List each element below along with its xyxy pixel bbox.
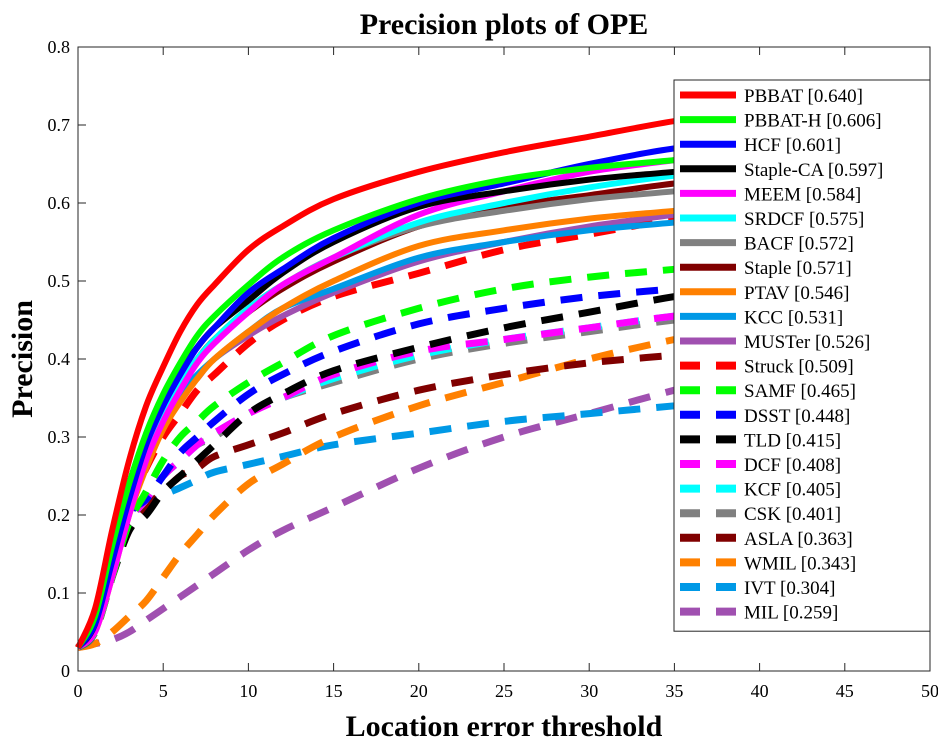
- x-tick-label: 40: [751, 681, 769, 701]
- y-tick-label: 0.3: [48, 427, 71, 447]
- series-line-samf: [75, 250, 931, 651]
- legend-label-struck: Struck [0.509]: [744, 357, 854, 378]
- legend-label-kcc: KCC [0.531]: [744, 307, 843, 328]
- x-tick-label: 25: [495, 681, 513, 701]
- x-tick-label: 35: [665, 681, 683, 701]
- y-tick-label: 0: [61, 661, 70, 681]
- y-tick-label: 0.6: [48, 193, 71, 213]
- x-tick-label: 20: [410, 681, 428, 701]
- series-line-mil: [77, 339, 931, 652]
- legend-label-pbbat-h: PBBAT-H [0.606]: [744, 111, 882, 132]
- y-tick-label: 0.5: [48, 271, 71, 291]
- legend-label-staple-ca: Staple-CA [0.597]: [744, 160, 883, 181]
- legend-label-bacf: BACF [0.572]: [744, 234, 854, 255]
- legend-label-hcf: HCF [0.601]: [744, 135, 841, 156]
- y-tick-label: 0.4: [48, 349, 71, 369]
- legend-label-ivt: IVT [0.304]: [744, 578, 835, 599]
- legend-label-pbbat: PBBAT [0.640]: [744, 86, 863, 107]
- legend-label-dsst: DSST [0.448]: [744, 406, 850, 427]
- x-tick-label: 15: [325, 681, 343, 701]
- legend: PBBAT [0.640] PBBAT-H [0.606] HCF [0.601] S…: [673, 79, 931, 632]
- legend-label-staple: Staple [0.571]: [744, 258, 852, 279]
- legend-label-srdcf: SRDCF [0.575]: [744, 209, 864, 230]
- x-tick-label: 45: [836, 681, 854, 701]
- x-tick-label: 10: [239, 681, 257, 701]
- x-tick-label: 50: [921, 681, 938, 701]
- legend-label-mil: MIL [0.259]: [744, 603, 838, 624]
- legend-label-kcf: KCF [0.405]: [744, 480, 841, 501]
- legend-label-wmil: WMIL [0.343]: [744, 553, 856, 574]
- legend-label-muster: MUSTer [0.526]: [744, 332, 870, 353]
- legend-label-dcf: DCF [0.408]: [744, 455, 841, 476]
- legend-label-asla: ASLA [0.363]: [744, 529, 853, 550]
- legend-label-ptav: PTAV [0.546]: [744, 283, 849, 304]
- tick-layer: 0 5 10 15 20 25 30 35 40 45 50 0 0.1 0.2 0.3 0.4 0.5 0.6 0…: [48, 37, 938, 701]
- legend-label-tld: TLD [0.415]: [744, 430, 841, 451]
- x-tick-label: 0: [74, 681, 83, 701]
- y-axis-label: Precision: [6, 300, 39, 418]
- y-tick-label: 0.1: [48, 583, 71, 603]
- y-tick-label: 0.8: [48, 37, 71, 57]
- y-tick-label: 0.2: [48, 505, 71, 525]
- series-line-wmil: [77, 300, 931, 652]
- x-axis-label: Location error threshold: [346, 710, 663, 743]
- legend-label-csk: CSK [0.401]: [744, 504, 841, 525]
- legend-label-meem: MEEM [0.584]: [744, 184, 861, 205]
- x-tick-label: 30: [580, 681, 598, 701]
- x-tick-label: 5: [159, 681, 168, 701]
- chart-title: Precision plots of OPE: [360, 8, 649, 41]
- legend-label-samf: SAMF [0.465]: [744, 381, 856, 402]
- y-tick-label: 0.7: [48, 115, 71, 135]
